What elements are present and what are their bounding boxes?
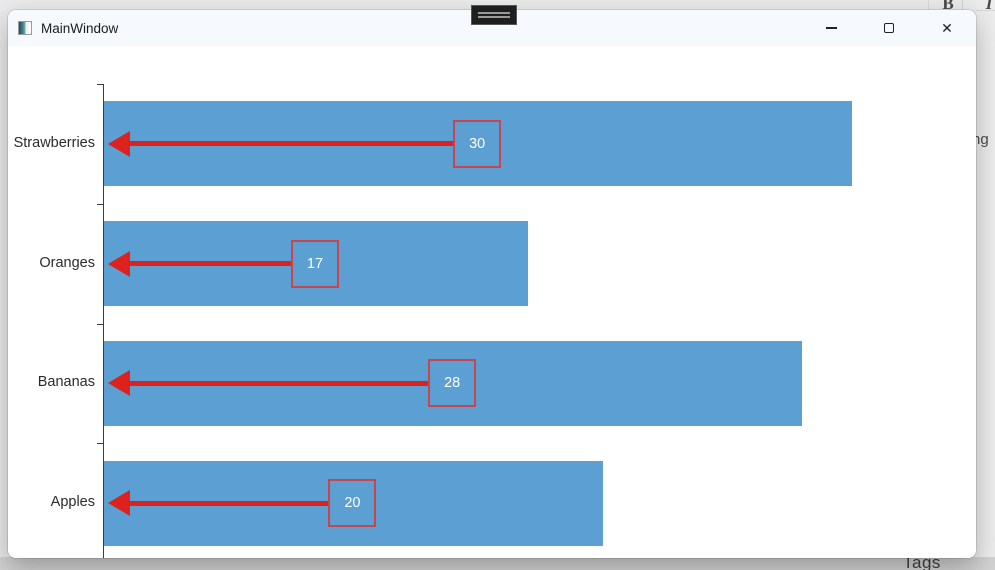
arrow-shaft bbox=[129, 261, 293, 267]
maximize-button[interactable] bbox=[860, 10, 918, 46]
desktop-right-strip bbox=[976, 0, 995, 570]
background-toolbar-separator bbox=[962, 0, 963, 10]
value-annotation-box: 17 bbox=[291, 239, 339, 288]
background-clipped-text: ng bbox=[972, 131, 989, 148]
arrow-left-icon bbox=[108, 130, 130, 157]
y-axis-tick bbox=[97, 204, 103, 205]
arrow-shaft bbox=[129, 500, 331, 506]
value-annotation-box: 20 bbox=[328, 479, 377, 528]
background-italic-button: I bbox=[985, 0, 993, 13]
arrow-shaft bbox=[129, 141, 456, 147]
window-title: MainWindow bbox=[41, 20, 119, 36]
arrow-left-icon bbox=[108, 490, 130, 517]
y-axis-line bbox=[103, 84, 104, 558]
bar-chart-plot: 05101520253035Strawberries30Oranges17Ban… bbox=[14, 84, 976, 558]
background-bold-button: B bbox=[942, 0, 954, 13]
arrow-shaft bbox=[129, 380, 431, 386]
value-annotation-box: 28 bbox=[428, 359, 477, 408]
y-axis-tick bbox=[97, 84, 103, 85]
value-annotation-box: 30 bbox=[453, 119, 502, 168]
minimize-icon bbox=[825, 27, 837, 29]
snap-handle-line bbox=[478, 12, 510, 14]
category-label: Oranges bbox=[39, 254, 95, 271]
minimize-button[interactable] bbox=[802, 10, 860, 46]
desktop-bottom-band bbox=[0, 557, 995, 570]
category-label: Strawberries bbox=[13, 134, 95, 151]
snap-handle-line bbox=[478, 16, 510, 18]
background-toolbar-separator bbox=[928, 0, 929, 10]
category-label: Bananas bbox=[37, 374, 95, 391]
chart-region: 05101520253035Strawberries30Oranges17Ban… bbox=[8, 46, 976, 558]
snap-handle bbox=[471, 5, 517, 25]
maximize-icon bbox=[884, 23, 894, 33]
arrow-left-icon bbox=[108, 370, 130, 397]
category-label: Apples bbox=[50, 494, 95, 511]
app-icon bbox=[18, 21, 32, 35]
arrow-left-icon bbox=[108, 250, 130, 277]
desktop-divider bbox=[976, 10, 995, 11]
main-window: MainWindow ✕ 05101520253035Strawberries3… bbox=[8, 10, 976, 558]
y-axis-tick bbox=[97, 443, 103, 444]
close-button[interactable]: ✕ bbox=[918, 10, 976, 46]
close-icon: ✕ bbox=[941, 20, 953, 36]
window-controls: ✕ bbox=[802, 10, 976, 46]
y-axis-tick bbox=[97, 324, 103, 325]
